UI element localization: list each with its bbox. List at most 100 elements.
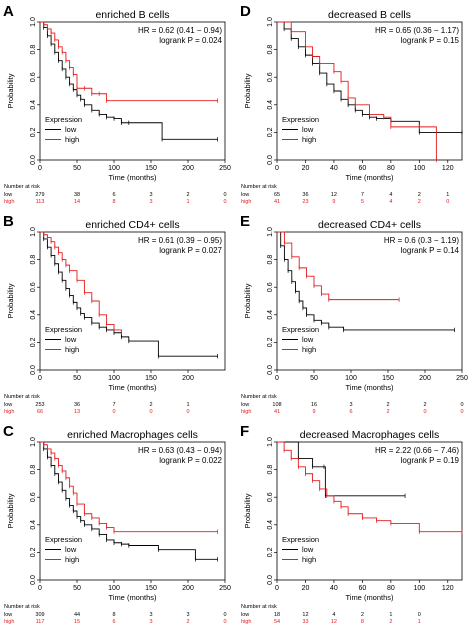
risk-value-low: 65 <box>274 192 280 198</box>
x-tick-label: 0 <box>275 375 279 382</box>
risk-value-low: 44 <box>74 612 80 618</box>
x-tick-label: 100 <box>413 165 425 172</box>
risk-value-low: 0 <box>223 192 226 198</box>
y-tick-label: 0.2 <box>267 547 274 557</box>
risk-value-high: 12 <box>331 619 337 625</box>
risk-value-high: 33 <box>302 619 308 625</box>
plot-frame <box>39 231 226 371</box>
risk-value-high: 1 <box>418 619 421 625</box>
legend-label-high: high <box>65 555 79 564</box>
y-tick-label: 0.2 <box>267 127 274 137</box>
logrank-p: logrank P = 0.022 <box>159 456 222 465</box>
risk-value-high: 8 <box>361 619 364 625</box>
x-tick-label: 0 <box>38 585 42 592</box>
hazard-ratio: HR = 0.63 (0.43 − 0.94) <box>138 446 222 455</box>
x-tick-label: 20 <box>302 165 310 172</box>
logrank-p: logrank P = 0.14 <box>401 246 460 255</box>
risk-value-low: 4 <box>389 192 392 198</box>
risk-row-label-high: high <box>4 619 14 625</box>
x-tick-label: 250 <box>456 375 468 382</box>
panel-letter: A <box>3 3 14 20</box>
y-axis-label: Probability <box>243 73 252 108</box>
legend-label-high: high <box>65 345 79 354</box>
risk-value-high: 41 <box>274 409 280 415</box>
y-tick-label: 0.0 <box>267 575 274 585</box>
hazard-ratio: HR = 0.65 (0.36 − 1.17) <box>375 26 459 35</box>
legend-title: Expression <box>45 115 82 124</box>
risk-value-low: 36 <box>74 402 80 408</box>
risk-value-low: 4 <box>332 612 335 618</box>
risk-table-header: Number at risk <box>241 604 277 610</box>
x-tick-label: 100 <box>108 375 120 382</box>
risk-value-high: 8 <box>112 199 115 205</box>
x-tick-label: 0 <box>38 375 42 382</box>
y-tick-label: 1.0 <box>30 227 37 237</box>
y-tick-label: 0.0 <box>30 575 37 585</box>
y-axis-label: Probability <box>6 493 15 528</box>
y-tick-label: 1.0 <box>30 437 37 447</box>
risk-value-high: 0 <box>112 409 115 415</box>
risk-row-label-high: high <box>241 409 251 415</box>
panel-title: decreased B cells <box>328 9 411 21</box>
legend-label-low: low <box>65 125 77 134</box>
risk-value-low: 12 <box>302 612 308 618</box>
y-axis-label: Probability <box>6 283 15 318</box>
plot-frame <box>276 441 463 581</box>
logrank-p: logrank P = 0.027 <box>159 246 222 255</box>
y-tick-label: 0.6 <box>267 282 274 292</box>
risk-value-high: 0 <box>223 199 226 205</box>
risk-value-high: 9 <box>332 199 335 205</box>
risk-row-label-high: high <box>241 619 251 625</box>
risk-value-low: 1 <box>446 192 449 198</box>
y-tick-label: 1.0 <box>267 17 274 27</box>
risk-value-high: 0 <box>149 409 152 415</box>
risk-value-low: 2 <box>386 402 389 408</box>
x-axis-label: Time (months) <box>345 383 394 392</box>
logrank-p: logrank P = 0.19 <box>401 456 460 465</box>
x-tick-label: 100 <box>108 165 120 172</box>
x-tick-label: 150 <box>145 375 157 382</box>
y-tick-label: 0.4 <box>30 520 37 530</box>
risk-table-header: Number at risk <box>4 394 40 400</box>
km-curve-low <box>40 231 218 357</box>
risk-value-low: 1 <box>186 402 189 408</box>
risk-table-header: Number at risk <box>241 184 277 190</box>
x-tick-label: 200 <box>182 585 194 592</box>
x-tick-label: 20 <box>302 585 310 592</box>
plot-frame <box>276 231 463 371</box>
panel-title: enriched B cells <box>95 9 169 21</box>
risk-value-low: 36 <box>302 192 308 198</box>
km-curve-low <box>277 231 455 331</box>
plot-frame <box>39 21 226 161</box>
x-tick-label: 120 <box>442 165 454 172</box>
panel-letter: D <box>240 3 251 20</box>
km-curve-high <box>40 231 122 333</box>
y-tick-label: 0.8 <box>30 255 37 265</box>
risk-value-low: 7 <box>361 192 364 198</box>
panel-letter: C <box>3 423 14 440</box>
y-tick-label: 0.8 <box>30 465 37 475</box>
y-tick-label: 0.2 <box>30 337 37 347</box>
panel-title: enriched CD4+ cells <box>85 219 179 231</box>
legend-label-low: low <box>302 545 314 554</box>
risk-value-low: 8 <box>112 612 115 618</box>
panel-letter: E <box>240 213 250 230</box>
y-axis-label: Probability <box>243 493 252 528</box>
km-curve-high <box>277 441 462 533</box>
logrank-p: logrank P = 0.15 <box>401 36 460 45</box>
plot-frame <box>39 441 226 581</box>
risk-value-low: 3 <box>149 192 152 198</box>
panel-letter: B <box>3 213 14 230</box>
risk-value-high: 54 <box>274 619 280 625</box>
legend-label-high: high <box>302 345 316 354</box>
risk-value-high: 2 <box>418 199 421 205</box>
risk-value-high: 13 <box>74 409 80 415</box>
risk-value-low: 108 <box>272 402 281 408</box>
x-tick-label: 200 <box>182 165 194 172</box>
risk-value-low: 18 <box>274 612 280 618</box>
risk-row-label-low: low <box>4 192 12 198</box>
